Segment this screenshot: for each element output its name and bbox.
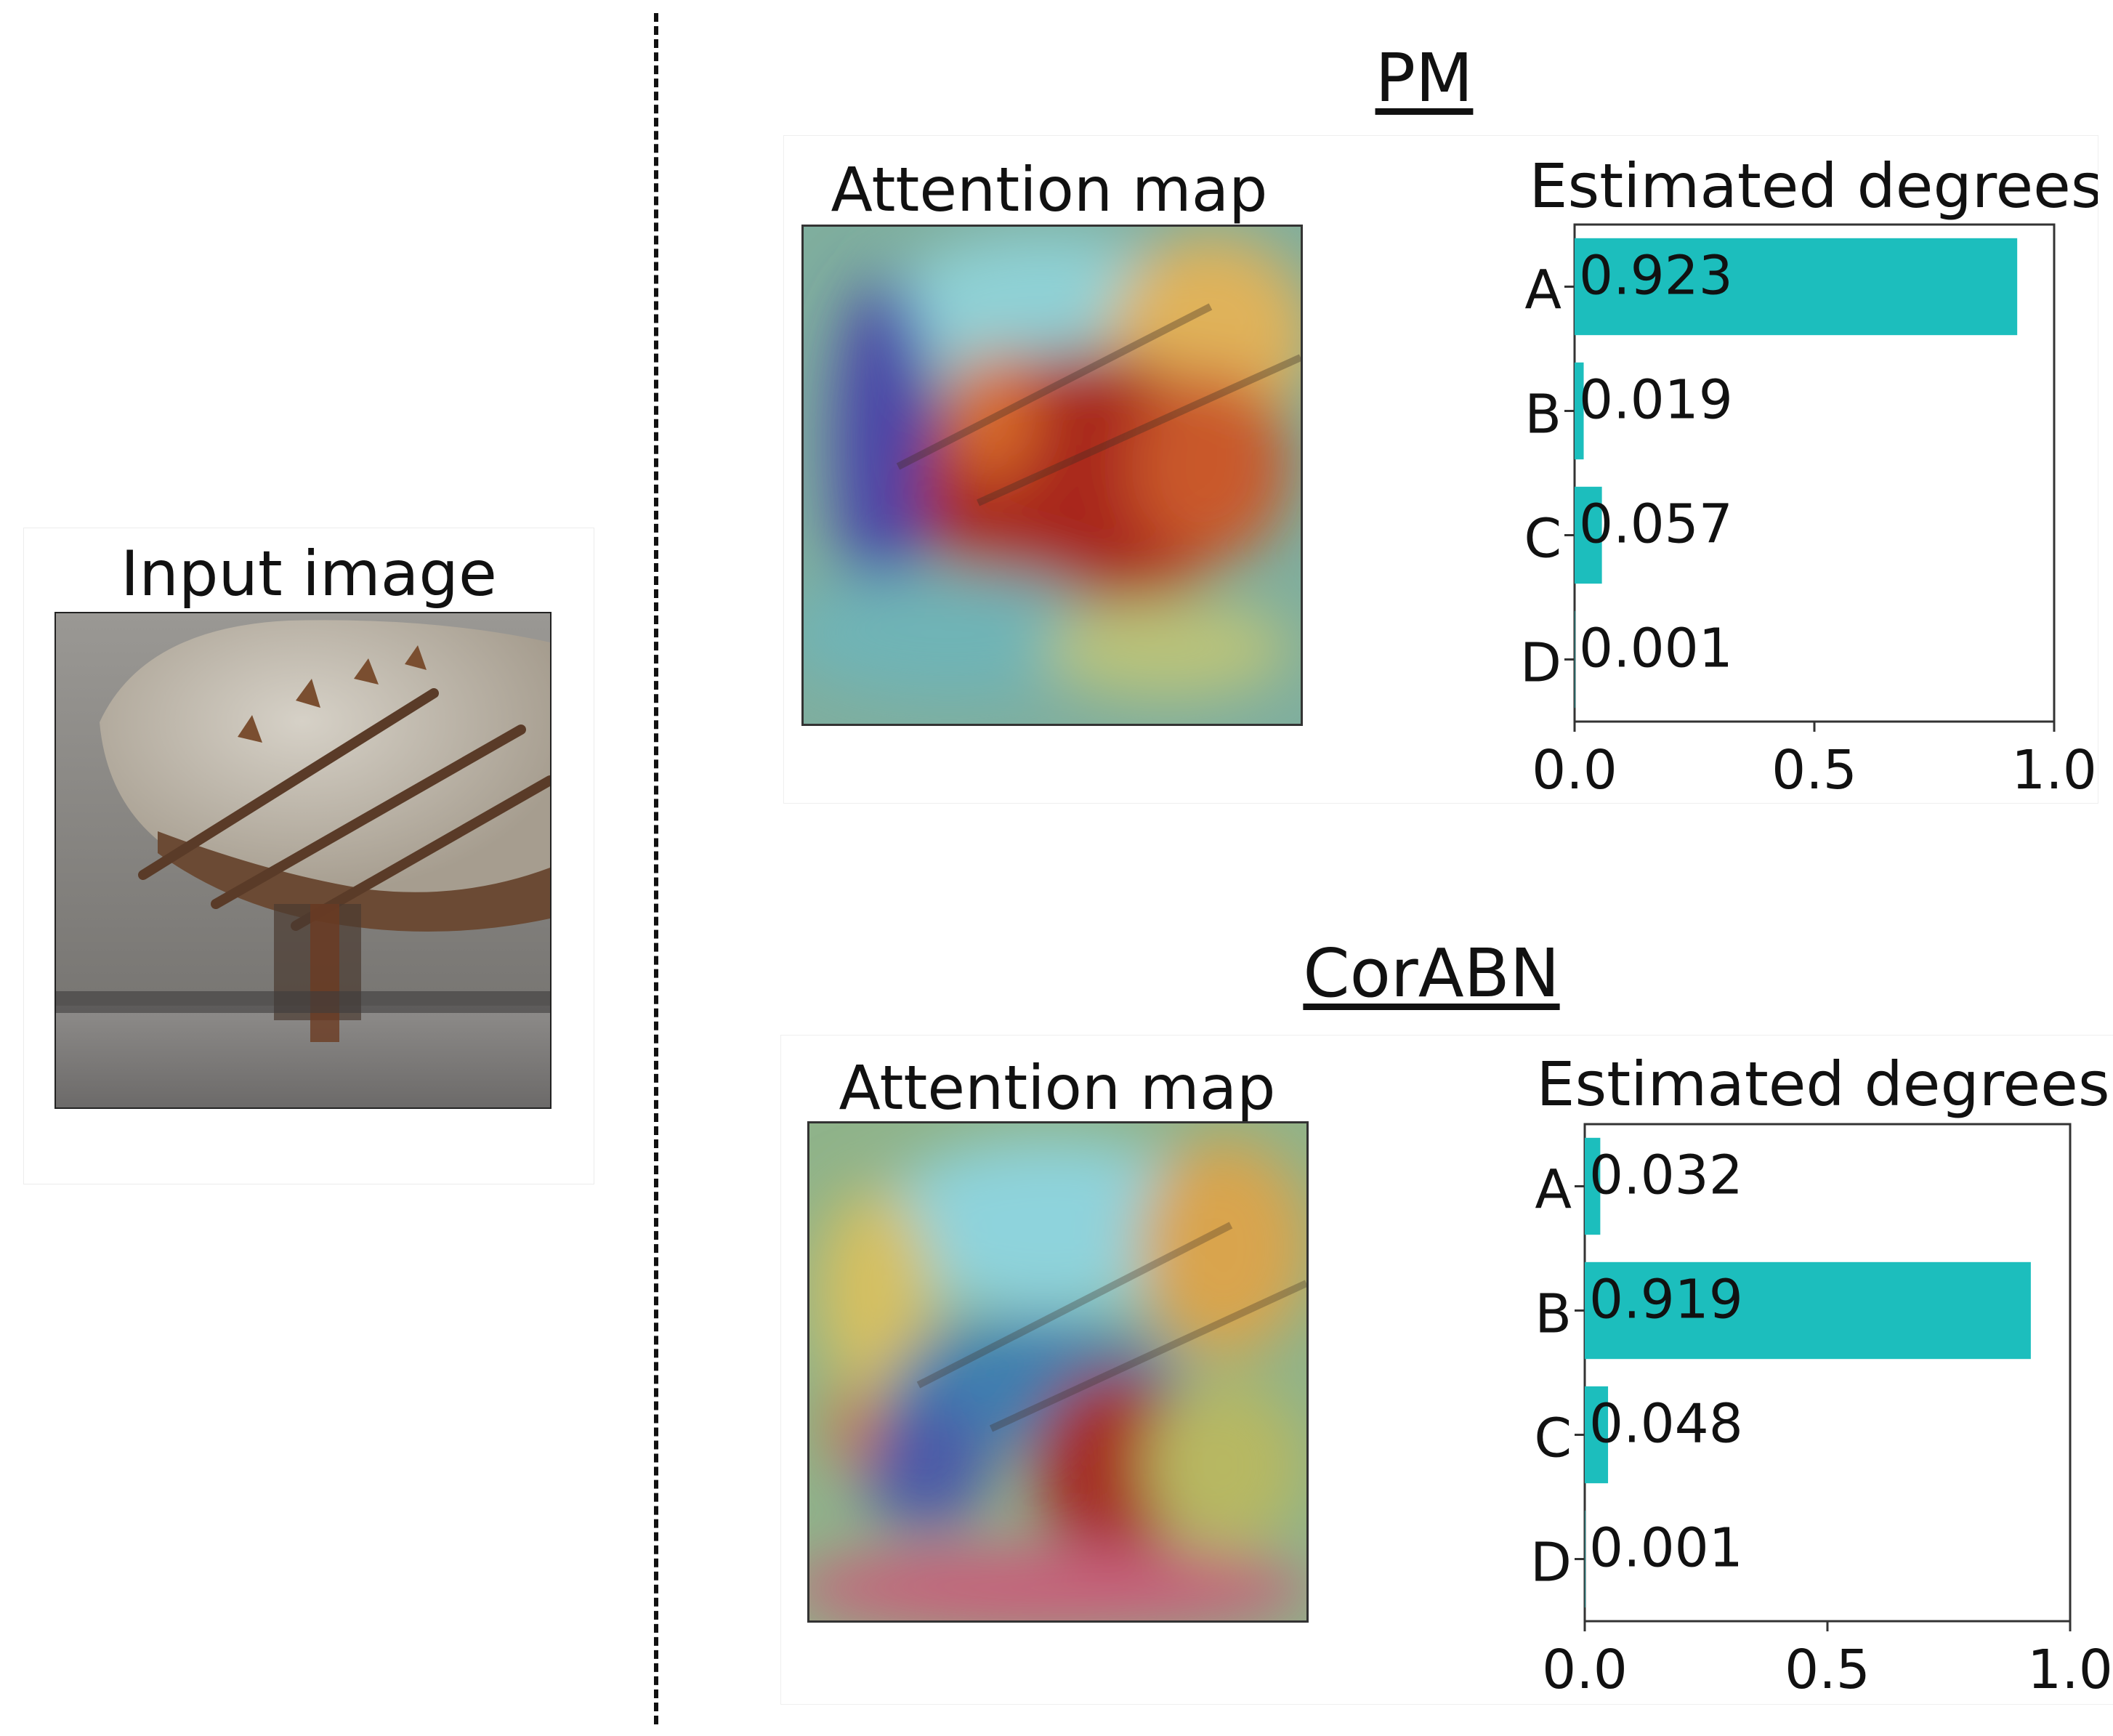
bar-b: [1575, 362, 1584, 460]
y-tick-label: C: [1524, 508, 1561, 570]
value-label: 0.048: [1589, 1393, 1743, 1456]
input-image: [54, 612, 552, 1109]
pm-title: PM: [1375, 39, 1474, 117]
input-image-panel: Input image: [23, 528, 594, 1184]
bar-c: [1575, 486, 1602, 584]
value-label: 0.019: [1579, 369, 1733, 432]
bar-c: [1585, 1386, 1609, 1484]
value-label: 0.032: [1589, 1144, 1743, 1207]
bar-a: [1585, 1137, 1601, 1235]
y-tick-label: D: [1520, 632, 1561, 695]
x-tick-label: 1.0: [2011, 739, 2097, 802]
y-tick-label: C: [1534, 1408, 1572, 1470]
value-label: 0.923: [1579, 245, 1733, 307]
pm-attention-map: [801, 225, 1303, 726]
corabn-bar-chart: Estimated degrees A 0.032 B 0.919 C 0.048 D 0.0…: [1530, 1049, 2113, 1701]
x-tick-label: 0.5: [1785, 1639, 1870, 1701]
pm-attention-title: Attention map: [831, 154, 1268, 225]
x-tick-label: 0.0: [1532, 739, 1617, 802]
y-tick-label: A: [1535, 1159, 1572, 1222]
x-tick-label: 0.5: [1771, 739, 1857, 802]
y-tick-label: B: [1535, 1283, 1572, 1346]
x-tick-label: 1.0: [2027, 1639, 2113, 1701]
pm-panel: Attention map Estimated degre: [783, 135, 2098, 804]
corabn-panel: Attention map Estima: [780, 1035, 2113, 1705]
value-label: 0.919: [1589, 1269, 1743, 1331]
corabn-attention-title: Attention map: [839, 1052, 1276, 1123]
corabn-chart-title: Estimated degrees: [1536, 1049, 2109, 1120]
x-tick-label: 0.0: [1542, 1639, 1628, 1701]
y-tick-label: A: [1524, 259, 1561, 322]
bar-b: [1585, 1261, 2031, 1360]
y-tick-label: B: [1524, 384, 1561, 446]
corabn-title: CorABN: [1303, 934, 1560, 1012]
divider-line: [654, 13, 658, 1724]
value-label: 0.001: [1589, 1517, 1743, 1580]
input-image-title: Input image: [121, 538, 497, 610]
value-label: 0.057: [1579, 493, 1733, 556]
y-tick-label: D: [1530, 1532, 1572, 1594]
corabn-attention-map: [807, 1121, 1309, 1623]
bar-a: [1575, 238, 2018, 336]
pm-bar-chart: Estimated degrees A 0.923 B 0.019 C 0.057 D 0.0…: [1520, 150, 2098, 802]
pm-chart-title: Estimated degrees: [1529, 150, 2098, 222]
value-label: 0.001: [1579, 618, 1733, 680]
